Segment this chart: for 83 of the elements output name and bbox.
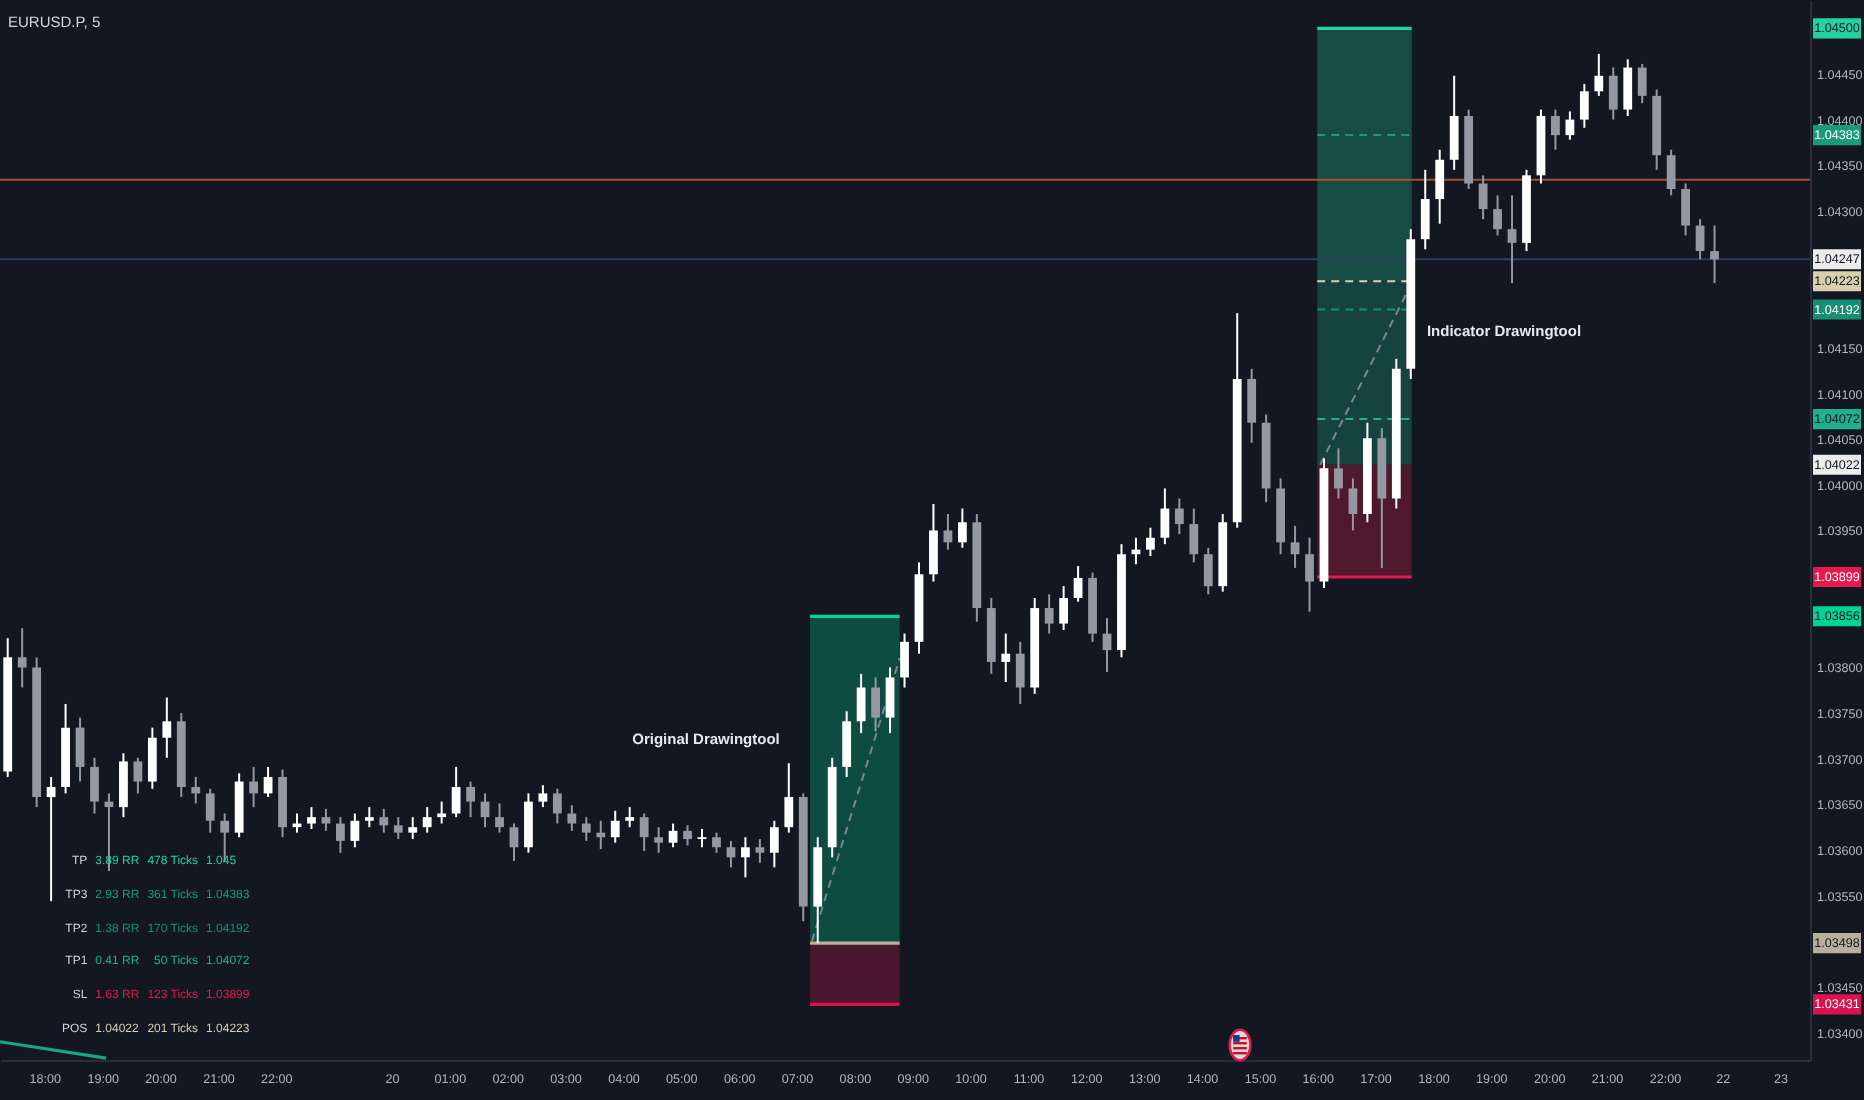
candlestick [625, 806, 635, 829]
candlestick [1160, 487, 1170, 546]
candlestick [654, 826, 664, 854]
candlestick [957, 507, 967, 549]
candlestick [1478, 174, 1488, 221]
candlestick [1247, 367, 1257, 444]
candlestick [1594, 52, 1604, 97]
candlestick [856, 672, 866, 735]
candlestick [90, 756, 99, 815]
candlestick [567, 804, 577, 832]
candlestick [1290, 524, 1300, 569]
candlestick [1146, 526, 1155, 558]
candlestick [1710, 224, 1719, 285]
candlestick [769, 819, 779, 869]
candlestick [17, 627, 27, 689]
candlestick [1565, 110, 1575, 141]
candlestick [162, 696, 172, 759]
candlestick [1449, 74, 1459, 171]
candlestick [581, 816, 591, 842]
candlestick [1493, 194, 1502, 237]
candlestick [552, 787, 562, 825]
candlestick [1435, 148, 1445, 225]
candlestick [495, 802, 504, 834]
candlestick [408, 816, 418, 841]
candlestick [697, 828, 707, 849]
candlestick [1348, 477, 1358, 532]
candlestick [524, 792, 533, 854]
candlestick [422, 806, 432, 834]
candlestick [1579, 83, 1589, 129]
candlestick [364, 806, 374, 829]
candlestick [929, 502, 938, 583]
candlestick [639, 812, 649, 852]
candlestick [741, 836, 750, 879]
candlestick [379, 807, 389, 834]
candlestick [393, 816, 403, 841]
candlestick [191, 775, 201, 805]
candlestick [712, 831, 721, 854]
candlestick [1507, 194, 1517, 285]
candlestick [249, 765, 259, 809]
candlestick [1623, 58, 1633, 117]
candlestick [1189, 507, 1199, 564]
candlestick [1073, 565, 1083, 603]
candlestick [1174, 497, 1184, 536]
candlestick [755, 838, 765, 864]
candlestick [133, 756, 143, 795]
candlestick [1305, 536, 1314, 613]
candlestick [596, 819, 606, 851]
candlestick [119, 752, 128, 819]
candlestick [1666, 148, 1676, 197]
candlestick [784, 762, 794, 834]
candlestick [538, 784, 548, 809]
candlestick [871, 676, 880, 733]
candlestick [75, 716, 85, 783]
candlestick [1203, 546, 1213, 596]
candlestick [1681, 182, 1690, 237]
candlestick [885, 666, 895, 735]
candlestick [726, 839, 736, 869]
candlestick [147, 726, 157, 790]
candlestick [336, 816, 345, 854]
candlestick [610, 809, 620, 844]
candlestick [451, 765, 461, 819]
candlestick [1608, 66, 1618, 121]
candlestick [1059, 585, 1069, 631]
candlestick [1551, 108, 1560, 151]
candlestick [307, 806, 316, 831]
candlestick [205, 787, 215, 834]
candlestick [668, 822, 678, 849]
candlestick [46, 775, 56, 903]
candlestick [1001, 632, 1011, 684]
candlestick [1637, 62, 1647, 105]
candlestick [1420, 168, 1430, 251]
candlestick [683, 824, 692, 847]
candlestick [1334, 447, 1343, 500]
candlestick [900, 632, 909, 689]
candlestick [842, 710, 852, 778]
candlestick [509, 822, 519, 862]
candlestick [943, 513, 953, 551]
candlestick [1044, 593, 1054, 635]
candlestick [1015, 640, 1025, 705]
candlestick [466, 780, 475, 819]
candlestick [437, 800, 447, 825]
candlestick [321, 807, 331, 832]
candlestick [350, 812, 360, 849]
